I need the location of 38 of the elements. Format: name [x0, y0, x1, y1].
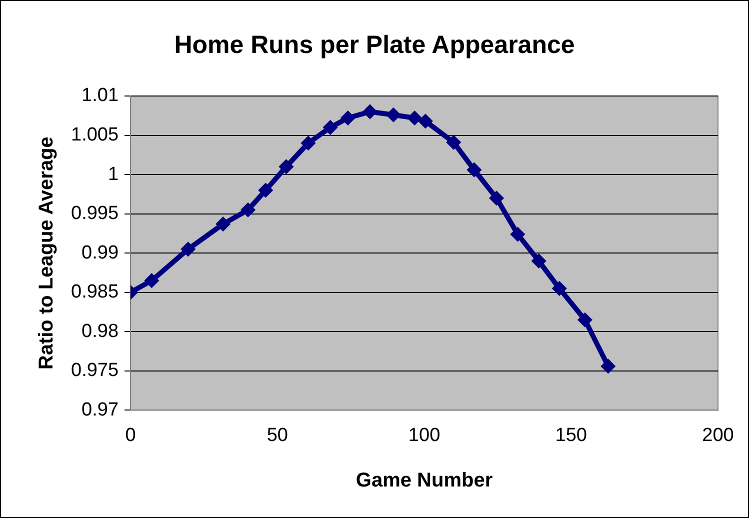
chart-title: Home Runs per Plate Appearance	[174, 30, 575, 59]
y-tick-label: 0.985	[71, 282, 119, 303]
x-tick-label: 100	[408, 424, 440, 446]
point	[145, 274, 158, 288]
x-axis-title: Game Number	[356, 470, 493, 492]
y-tick-label: 0.975	[71, 360, 119, 382]
point	[532, 254, 546, 268]
point	[341, 111, 354, 124]
point	[602, 360, 615, 373]
point	[280, 160, 293, 174]
point	[552, 282, 566, 295]
point	[511, 228, 524, 241]
x-tick-label: 50	[266, 424, 288, 446]
point	[386, 108, 400, 122]
y-tick-label: 0.97	[82, 399, 119, 420]
x-tick-label: 0	[125, 424, 136, 446]
point	[259, 184, 272, 197]
point	[468, 163, 481, 176]
point	[578, 313, 592, 326]
point	[447, 136, 460, 149]
point	[216, 218, 230, 231]
y-tick-label: 1.01	[82, 85, 119, 106]
point	[242, 203, 255, 216]
y-axis-title: Ratio to League Average	[36, 136, 58, 370]
y-tick-label: 0.98	[82, 320, 119, 342]
y-tick-label: 0.99	[82, 242, 119, 264]
point	[302, 136, 315, 150]
x-tick-label: 150	[555, 424, 587, 446]
x-tick-label: 200	[702, 424, 734, 446]
point	[363, 105, 376, 118]
point	[324, 120, 337, 134]
y-tick-label: 1	[108, 164, 119, 185]
y-tick-label: 0.995	[71, 203, 119, 224]
point	[490, 192, 504, 205]
point	[418, 114, 432, 128]
y-tick-label: 1.005	[71, 124, 119, 146]
point	[408, 111, 422, 124]
point	[182, 242, 195, 256]
